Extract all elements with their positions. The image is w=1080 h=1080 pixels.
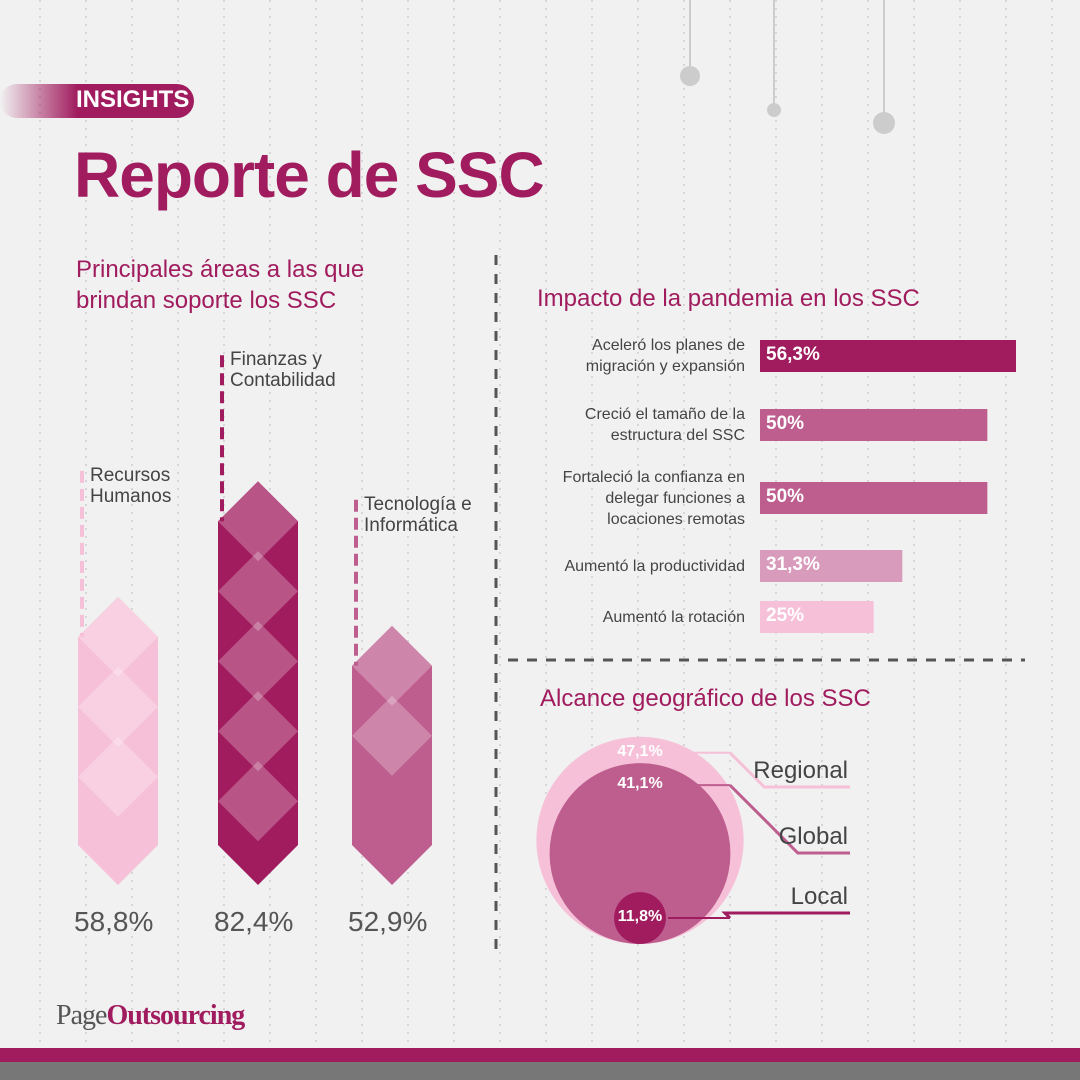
value-label: 41,1%: [617, 775, 663, 793]
footer-band: [0, 1062, 1080, 1080]
column: [78, 596, 158, 885]
value-label: 47,1%: [617, 742, 663, 760]
category-label: Regional: [753, 757, 848, 784]
chart-title: Principales áreas a las que brindan sopo…: [76, 256, 365, 314]
value-label: 25%: [766, 605, 805, 626]
bubble: [614, 892, 666, 944]
column-facet: [352, 695, 432, 776]
bubble: [549, 763, 731, 944]
bar: [760, 409, 988, 441]
category-label: Fortaleció la confianza en delegar funci…: [562, 468, 745, 528]
category-label: Local: [790, 883, 848, 910]
category-label: Aumentó la productividad: [564, 557, 745, 575]
value-label: 58,8%: [74, 906, 154, 937]
category-label: Global: [778, 823, 848, 850]
badge-bg: [0, 84, 194, 118]
value-label: 50%: [766, 486, 805, 507]
logo-text: Page: [56, 1000, 107, 1031]
value-label: 50%: [766, 413, 805, 434]
value-label: 52,9%: [348, 906, 428, 937]
column-facet: [218, 551, 298, 632]
category-label: Creció el tamaño de la estructura del SS…: [584, 406, 745, 444]
column: [218, 481, 298, 885]
value-label: 31,3%: [766, 554, 820, 575]
column-facet: [78, 596, 158, 677]
pendant: [680, 66, 700, 86]
category-label: Tecnología e Informática: [364, 493, 472, 536]
column-facet: [218, 761, 298, 842]
bar: [760, 601, 874, 633]
column-facet: [218, 691, 298, 772]
badge: INSIGHTS: [76, 86, 190, 113]
category-label: Finanzas y Contabilidad: [230, 349, 336, 392]
value-label: 11,8%: [617, 908, 663, 926]
column-facet: [352, 625, 432, 706]
category-label: Recursos Humanos: [90, 464, 172, 507]
logo: PageOutsourcing: [56, 1000, 245, 1032]
column: [352, 625, 432, 885]
bar: [760, 340, 1016, 372]
pendant: [767, 103, 781, 117]
logo-text: Outsourcing: [106, 1000, 245, 1031]
category-label: Aumentó la rotación: [602, 608, 745, 626]
column-facet: [218, 481, 298, 562]
footer-band: [0, 1048, 1080, 1062]
chart-title: Alcance geográfico de los SSC: [540, 685, 871, 712]
bar: [760, 482, 988, 514]
leader: [728, 751, 850, 789]
column-facet: [218, 621, 298, 702]
value-label: 56,3%: [766, 344, 820, 365]
leader: [721, 911, 850, 920]
column-facet: [78, 736, 158, 817]
category-label: Aceleró los planes de migración y expans…: [585, 337, 745, 375]
value-label: 82,4%: [214, 906, 294, 937]
leader: [728, 784, 850, 855]
chart-title: Impacto de la pandemia en los SSC: [537, 285, 920, 312]
page-title: Reporte de SSC: [74, 139, 545, 211]
column-facet: [78, 666, 158, 747]
pendant: [873, 112, 895, 134]
bar: [760, 550, 903, 582]
